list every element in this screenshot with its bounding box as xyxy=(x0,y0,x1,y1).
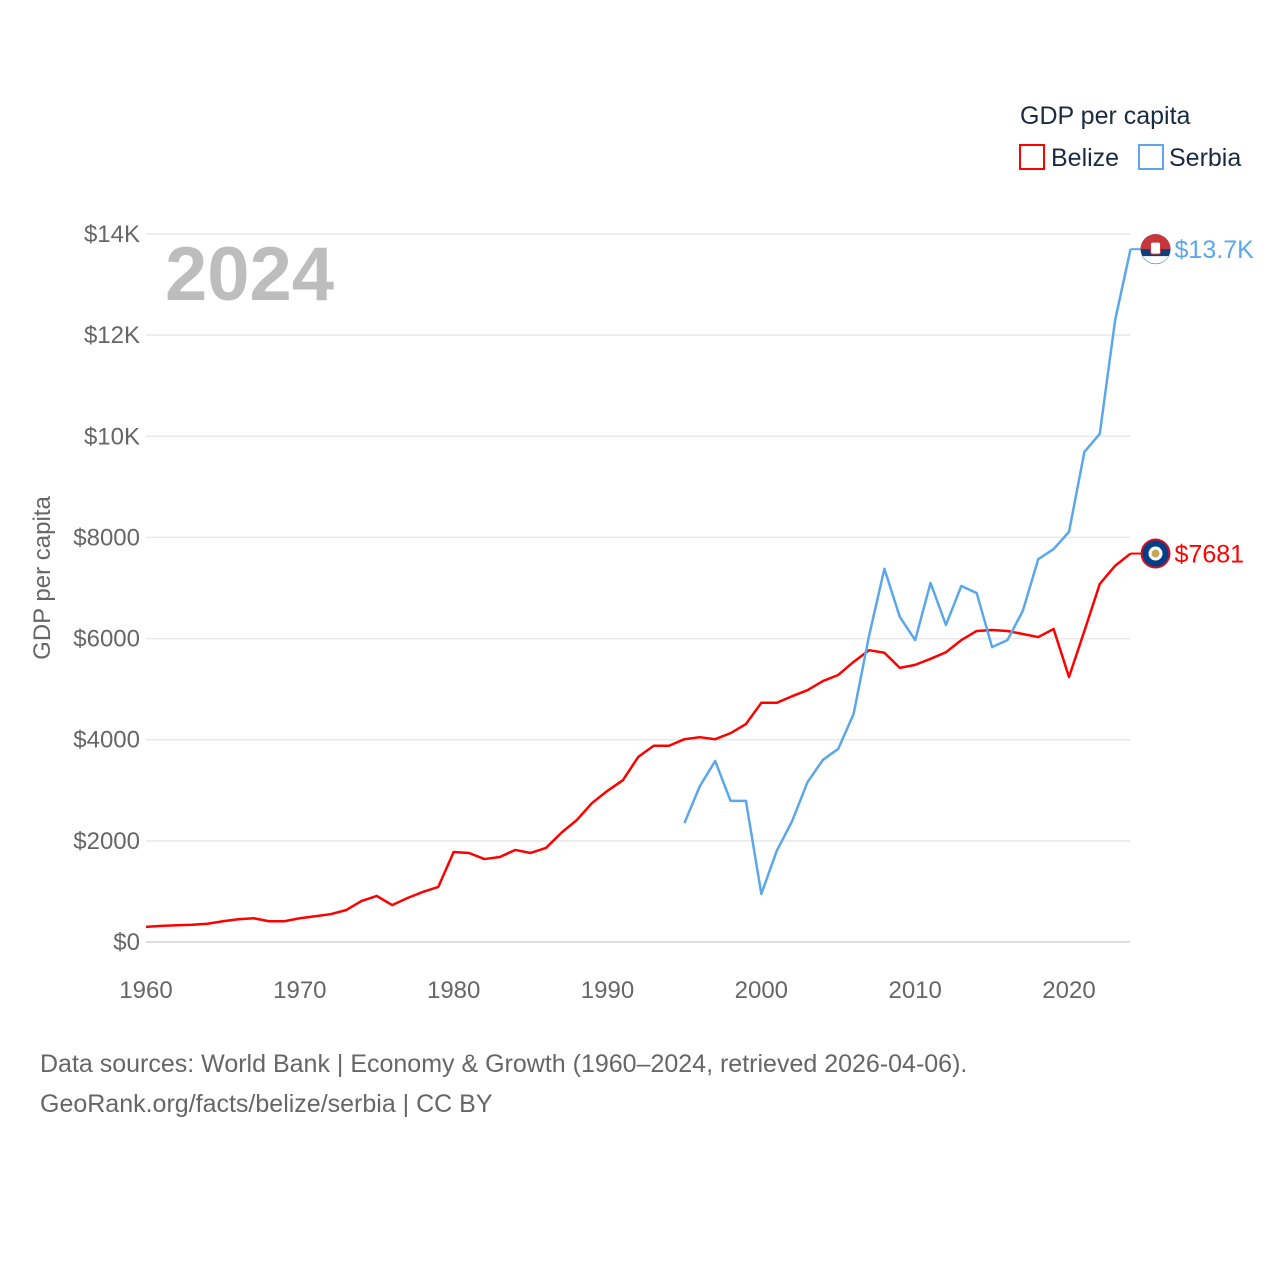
y-tick-label: $8000 xyxy=(73,524,140,551)
y-tick-label: $14K xyxy=(84,221,140,248)
end-value-label-serbia: $13.7K xyxy=(1175,236,1255,264)
legend-swatch-belize[interactable] xyxy=(1019,144,1045,170)
legend-label-belize[interactable]: Belize xyxy=(1051,144,1119,172)
x-tick-label: 2020 xyxy=(1042,977,1095,1004)
legend-title: GDP per capita xyxy=(1020,102,1191,130)
x-tick-label: 1980 xyxy=(427,977,480,1004)
y-tick-label: $4000 xyxy=(73,727,140,754)
source-line: Data sources: World Bank | Economy & Gro… xyxy=(40,1050,968,1078)
end-value-label-belize: $7681 xyxy=(1175,541,1245,569)
y-tick-label: $0 xyxy=(113,929,140,956)
flag-icon-serbia xyxy=(1140,234,1171,265)
y-axis-label: GDP per capita xyxy=(29,496,56,660)
x-tick-label: 1970 xyxy=(273,977,326,1004)
y-tick-label: $12K xyxy=(84,322,140,349)
y-tick-label: $6000 xyxy=(73,626,140,653)
legend-label-serbia[interactable]: Serbia xyxy=(1169,144,1241,172)
x-tick-label: 2010 xyxy=(888,977,941,1004)
source-note: Data sources: World Bank | Economy & Gro… xyxy=(40,1044,967,1124)
series-line-belize[interactable] xyxy=(145,552,1132,929)
y-tick-label: $2000 xyxy=(73,828,140,855)
year-watermark: 2024 xyxy=(165,232,334,317)
x-tick-label: 1990 xyxy=(581,977,634,1004)
y-tick-label: $10K xyxy=(84,423,140,450)
x-tick-label: 1960 xyxy=(119,977,172,1004)
legend-swatch-serbia[interactable] xyxy=(1138,144,1164,170)
series-line-serbia[interactable] xyxy=(683,248,1132,896)
attribution-link[interactable]: GeoRank.org/facts/belize/serbia | CC BY xyxy=(40,1090,493,1118)
flag-icon-belize xyxy=(1140,538,1171,569)
x-tick-label: 2000 xyxy=(735,977,788,1004)
